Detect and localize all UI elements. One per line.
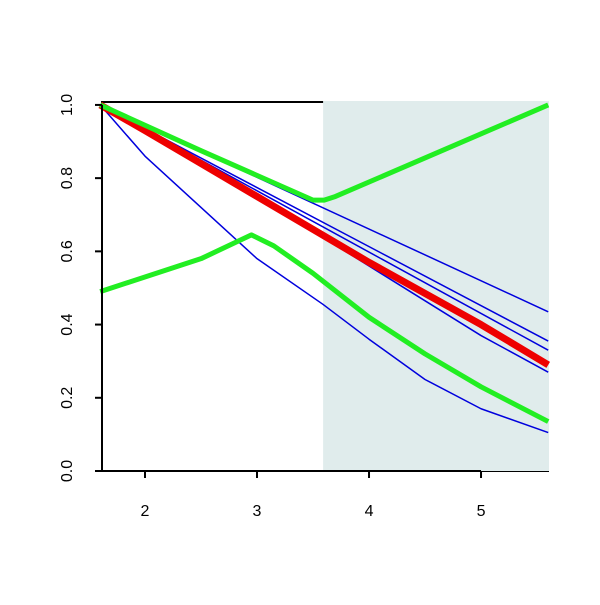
x-tick-label: 4 <box>365 503 374 520</box>
y-tick-label: 0.0 <box>59 460 76 482</box>
line <box>98 101 551 368</box>
shaded-region <box>323 101 549 471</box>
line <box>99 232 550 424</box>
y-tick-label: 1.0 <box>59 94 76 116</box>
y-tick-label: 0.6 <box>59 240 76 262</box>
x-tick-label: 3 <box>253 503 262 520</box>
y-tick-label: 0.8 <box>59 167 76 189</box>
line <box>99 102 550 203</box>
y-tick-label: 0.4 <box>59 313 76 335</box>
line <box>99 104 549 434</box>
x-tick-label: 2 <box>141 503 150 520</box>
x-tick-label: 5 <box>477 503 486 520</box>
y-tick-label: 0.2 <box>59 387 76 409</box>
